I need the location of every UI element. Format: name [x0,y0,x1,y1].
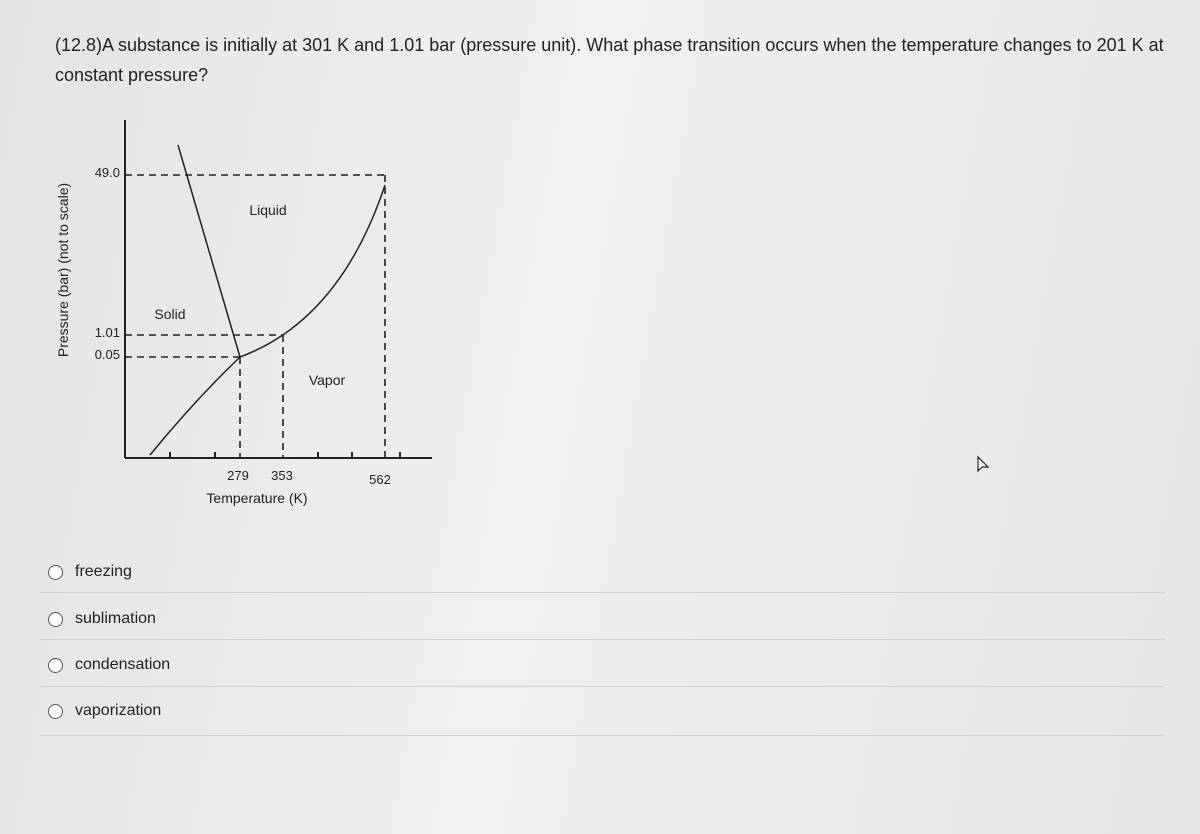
option[interactable]: freezing [48,563,132,581]
melting-curve [177,144,241,358]
y-label: 49.0 [95,165,120,180]
y-label: 1.01 [95,325,120,340]
option-label: vaporization [75,702,162,719]
separator [40,735,1165,736]
option-label: freezing [75,563,132,580]
separator [40,686,1165,687]
option[interactable]: vaporization [48,702,161,720]
radio[interactable] [48,703,63,719]
option[interactable]: condensation [48,656,170,674]
separator [40,639,1165,640]
sublimation-curve [149,356,241,456]
radio[interactable] [48,657,63,673]
region-label: Solid [154,306,185,322]
x-label: 353 [271,468,293,483]
phase-diagram: Pressure (bar) (not to scale) 49.0 1.01 … [55,120,432,506]
option[interactable]: sublimation [48,610,156,628]
mouse-cursor [977,455,990,473]
x-axis-label: Temperature (K) [206,490,307,506]
x-label: 279 [227,468,249,483]
y-label: 0.05 [95,347,120,362]
region-label: Vapor [309,372,346,388]
region-label: Liquid [249,202,286,218]
separator [40,592,1165,593]
x-label: 562 [369,472,391,487]
radio[interactable] [48,564,63,580]
option-label: sublimation [75,610,156,627]
vaporization-curve [239,184,386,358]
option-label: condensation [75,656,171,673]
question-text: (12.8)A substance is initially at 301 K … [55,35,1164,85]
radio[interactable] [48,611,63,627]
y-axis-label: Pressure (bar) (not to scale) [55,183,71,357]
